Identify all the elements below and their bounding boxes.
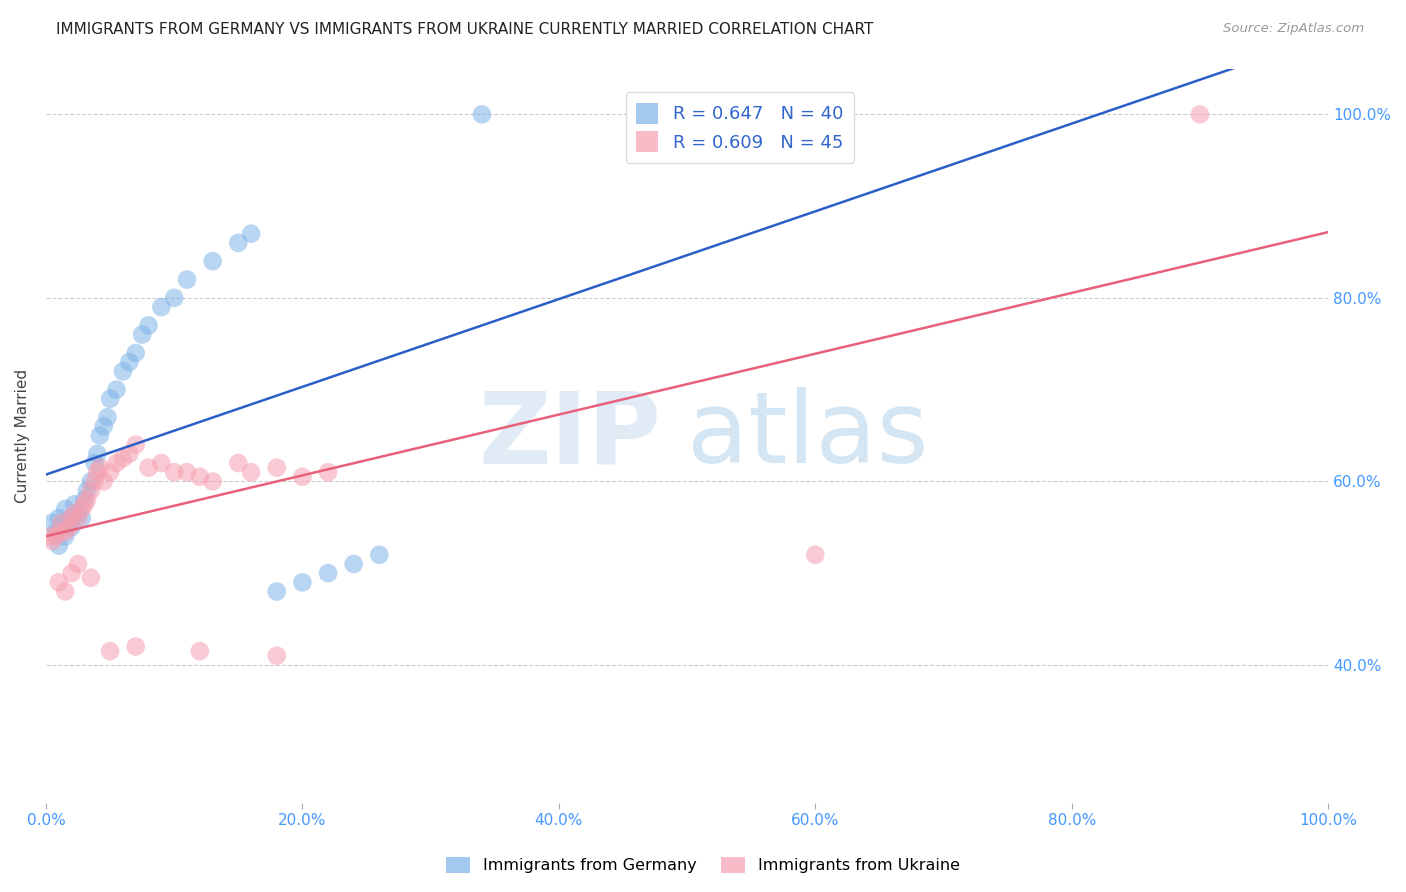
Point xyxy=(48,511,70,525)
Point xyxy=(240,465,263,479)
Point xyxy=(150,456,173,470)
Text: ZIP: ZIP xyxy=(478,387,661,484)
Point xyxy=(63,507,86,521)
Text: IMMIGRANTS FROM GERMANY VS IMMIGRANTS FROM UKRAINE CURRENTLY MARRIED CORRELATION: IMMIGRANTS FROM GERMANY VS IMMIGRANTS FR… xyxy=(56,22,873,37)
Point xyxy=(343,557,366,571)
Point xyxy=(89,428,111,442)
Point xyxy=(38,529,60,543)
Point xyxy=(48,539,70,553)
Point xyxy=(58,520,80,534)
Point xyxy=(48,524,70,539)
Point xyxy=(111,364,134,378)
Text: Source: ZipAtlas.com: Source: ZipAtlas.com xyxy=(1223,22,1364,36)
Point xyxy=(105,383,128,397)
Point xyxy=(266,648,288,663)
Legend: R = 0.647   N = 40, R = 0.609   N = 45: R = 0.647 N = 40, R = 0.609 N = 45 xyxy=(626,92,853,163)
Point xyxy=(471,107,494,121)
Text: atlas: atlas xyxy=(688,387,929,484)
Point xyxy=(73,492,96,507)
Point xyxy=(98,392,121,406)
Point xyxy=(105,456,128,470)
Point xyxy=(63,497,86,511)
Point xyxy=(83,475,105,489)
Point xyxy=(76,483,98,498)
Point xyxy=(41,534,63,549)
Point xyxy=(93,419,115,434)
Y-axis label: Currently Married: Currently Married xyxy=(15,368,30,502)
Point xyxy=(188,470,211,484)
Point xyxy=(86,465,108,479)
Point xyxy=(53,584,76,599)
Point xyxy=(48,575,70,590)
Point xyxy=(58,516,80,530)
Point xyxy=(80,475,103,489)
Point xyxy=(176,465,198,479)
Point xyxy=(41,516,63,530)
Point xyxy=(60,520,83,534)
Point xyxy=(98,644,121,658)
Point xyxy=(163,291,186,305)
Point xyxy=(45,524,67,539)
Point xyxy=(125,346,148,360)
Point xyxy=(83,456,105,470)
Point xyxy=(53,524,76,539)
Point xyxy=(176,272,198,286)
Point xyxy=(66,511,89,525)
Point xyxy=(96,410,118,425)
Point xyxy=(138,318,160,333)
Point xyxy=(60,511,83,525)
Point xyxy=(86,447,108,461)
Point xyxy=(316,566,339,581)
Point xyxy=(138,460,160,475)
Point xyxy=(125,438,148,452)
Point xyxy=(368,548,391,562)
Point xyxy=(201,254,224,268)
Point xyxy=(118,355,141,369)
Point xyxy=(51,516,73,530)
Point xyxy=(188,644,211,658)
Point xyxy=(89,460,111,475)
Point xyxy=(163,465,186,479)
Point xyxy=(125,640,148,654)
Legend: Immigrants from Germany, Immigrants from Ukraine: Immigrants from Germany, Immigrants from… xyxy=(440,850,966,880)
Point xyxy=(45,529,67,543)
Point xyxy=(226,235,249,250)
Point xyxy=(70,502,93,516)
Point xyxy=(66,507,89,521)
Point xyxy=(93,475,115,489)
Point xyxy=(53,502,76,516)
Point xyxy=(118,447,141,461)
Point xyxy=(226,456,249,470)
Point xyxy=(53,529,76,543)
Point xyxy=(150,300,173,314)
Point xyxy=(291,575,314,590)
Point xyxy=(201,475,224,489)
Point xyxy=(240,227,263,241)
Point xyxy=(60,566,83,581)
Point xyxy=(73,497,96,511)
Point xyxy=(131,327,153,342)
Point xyxy=(291,470,314,484)
Point xyxy=(76,492,98,507)
Point xyxy=(70,511,93,525)
Point xyxy=(51,520,73,534)
Point xyxy=(316,465,339,479)
Point xyxy=(804,548,827,562)
Point xyxy=(60,511,83,525)
Point xyxy=(98,465,121,479)
Point xyxy=(80,571,103,585)
Point xyxy=(266,584,288,599)
Point xyxy=(1188,107,1211,121)
Point xyxy=(66,557,89,571)
Point xyxy=(80,483,103,498)
Point xyxy=(266,460,288,475)
Point xyxy=(111,451,134,466)
